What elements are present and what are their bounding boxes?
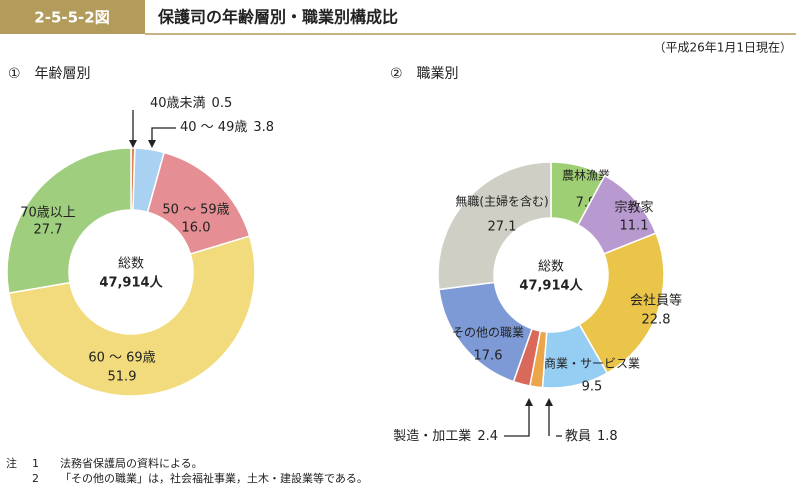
donut-slice: [7, 235, 256, 397]
category-label: 無職(主婦を含む): [455, 194, 548, 209]
date-note: （平成26年1月1日現在）: [653, 41, 792, 55]
arrowhead: [148, 140, 156, 148]
total-label: 47,914人: [519, 278, 583, 294]
value-label: 27.7: [34, 223, 63, 238]
category-label: 製造・加工業: [393, 428, 471, 444]
figure-title: 保護司の年齢層別・職業別構成比: [157, 8, 398, 27]
category-label: 50 ～ 59歳: [162, 203, 229, 218]
category-label: 会社員等: [630, 293, 682, 309]
arrowhead: [129, 140, 137, 148]
donut-slice: [578, 232, 665, 375]
value-label: 0.5: [212, 96, 233, 111]
chart-subtitle: ② 職業別: [390, 66, 459, 82]
note-number: 2: [32, 472, 39, 485]
category-label: 40 ～ 49歳: [180, 120, 247, 135]
arrowhead: [545, 398, 553, 406]
value-label: 1.8: [597, 429, 618, 444]
figure-number: 2-5-5-2図: [34, 9, 109, 27]
category-label: 宗教家: [614, 200, 653, 216]
value-label: 17.6: [474, 349, 503, 364]
donut-slice: [438, 281, 534, 383]
category-label: 40歳未満: [150, 96, 206, 111]
value-label: 51.9: [108, 370, 137, 385]
category-label: 70歳以上: [20, 206, 76, 221]
total-label: 47,914人: [99, 275, 163, 291]
arrows: [129, 110, 562, 437]
slice-label: 40 ～ 49歳 3.8: [180, 120, 274, 135]
value-label: 27.1: [488, 220, 517, 235]
note-text: 「その他の職業」は，社会福祉事業，土木・建設業等である。: [60, 471, 368, 485]
value-label: 22.8: [642, 313, 671, 328]
note-number: 1: [32, 457, 39, 470]
figure-badge: [0, 0, 145, 34]
category-label: 60 ～ 69歳: [88, 351, 155, 366]
value-label: 16.0: [182, 221, 211, 236]
arrowhead: [525, 398, 533, 406]
slice-label: 40歳未満 0.5: [150, 96, 232, 111]
chart-subtitle: ① 年齢層別: [8, 66, 91, 82]
arrow: [504, 400, 530, 437]
value-label: 3.8: [253, 120, 274, 135]
category-label: 農林漁業: [562, 169, 610, 183]
center-label: 総数: [538, 260, 564, 275]
slice-label: 教員 1.8: [565, 428, 618, 444]
note-text: 法務省保護局の資料による。: [60, 456, 203, 470]
arrow: [151, 127, 176, 146]
slice-label: 製造・加工業 2.4: [393, 428, 498, 444]
note-label: 注: [6, 456, 17, 470]
value-label: 9.5: [582, 380, 603, 395]
value-label: 2.4: [477, 429, 498, 444]
category-label: 教員: [565, 428, 591, 444]
category-label: その他の職業: [452, 326, 524, 340]
value-label: 11.1: [620, 219, 649, 234]
donut-slice: [437, 161, 552, 291]
center-label: 総数: [118, 257, 144, 272]
donut-slice: [6, 147, 132, 295]
category-label: 商業・サービス業: [544, 356, 640, 371]
